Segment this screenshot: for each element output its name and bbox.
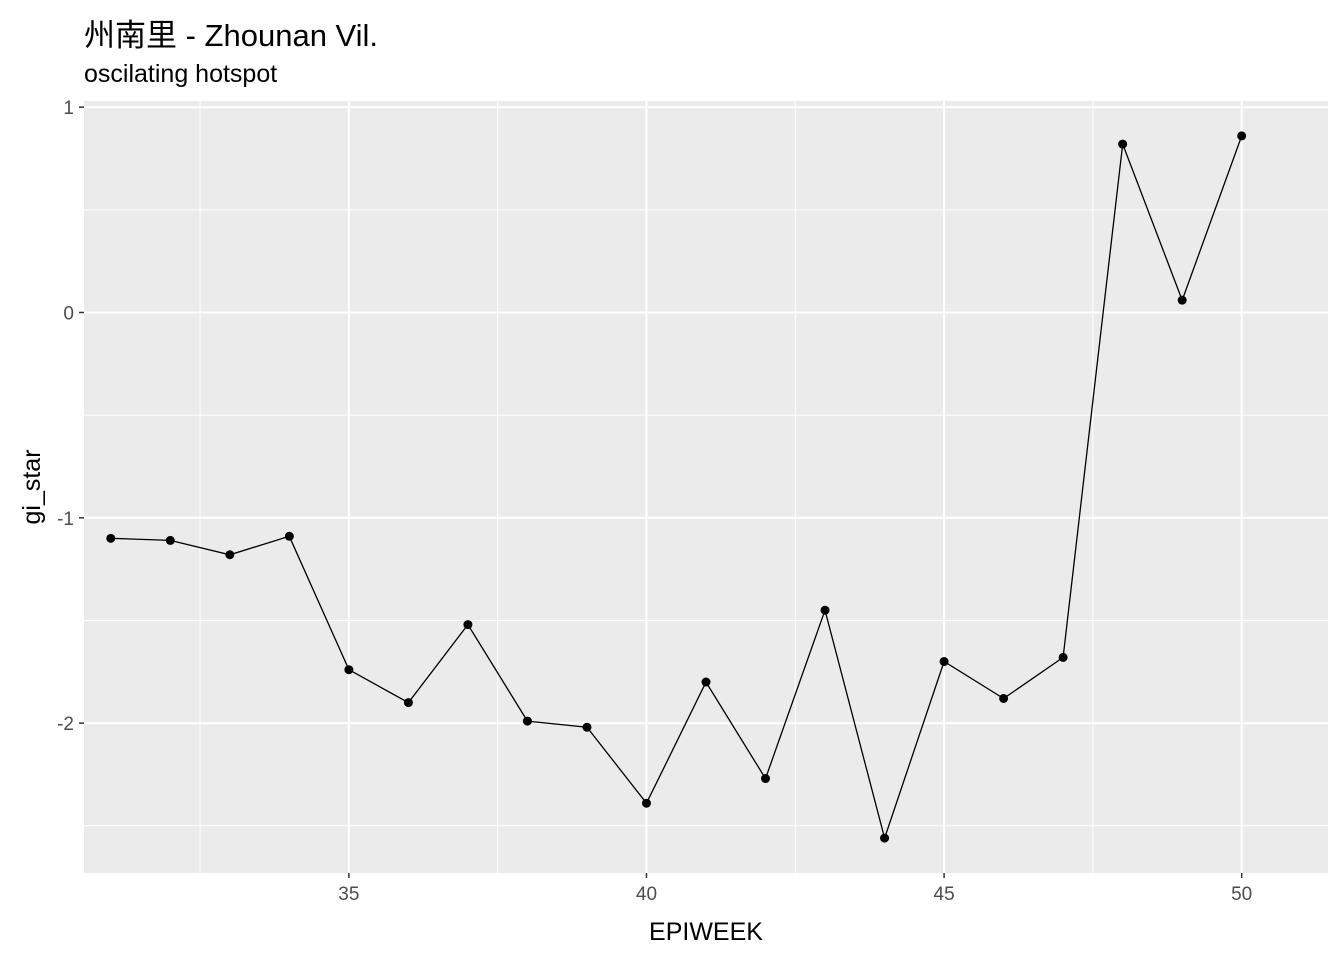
data-point: [880, 833, 890, 843]
y-tick-label: 1: [63, 98, 74, 119]
series-points: [106, 131, 1247, 843]
x-axis: 35 40 45 50: [338, 873, 1252, 905]
data-point: [522, 716, 532, 726]
data-point: [1118, 139, 1128, 149]
y-axis-title: gi_star: [18, 449, 46, 524]
chart-subtitle: oscilating hotspot: [84, 60, 278, 88]
data-point: [820, 605, 830, 615]
minor-grid: [84, 101, 1328, 873]
data-point: [939, 657, 949, 667]
x-axis-title: EPIWEEK: [649, 918, 763, 946]
data-point: [1237, 131, 1247, 141]
data-point: [284, 531, 294, 541]
data-point: [403, 698, 413, 708]
x-tick-label: 40: [636, 884, 657, 905]
x-tick-label: 50: [1231, 884, 1252, 905]
data-point: [225, 550, 235, 560]
data-point: [344, 665, 354, 675]
data-point: [641, 798, 651, 808]
series-line: [110, 135, 1243, 841]
major-grid: [84, 101, 1328, 873]
y-tick-label: 0: [63, 303, 74, 324]
data-point: [1058, 652, 1068, 662]
y-tick-label: -1: [57, 509, 74, 530]
gi-star-line: [110, 135, 1243, 841]
data-point: [1177, 295, 1187, 305]
data-point: [165, 535, 175, 545]
y-axis: 1 0 -1 -2: [57, 98, 84, 735]
chart-title: 州南里 - Zhounan Vil.: [84, 18, 379, 53]
x-tick-label: 45: [934, 884, 955, 905]
data-point: [463, 620, 473, 630]
x-tick-label: 35: [338, 884, 359, 905]
data-point: [761, 774, 771, 784]
y-tick-label: -2: [57, 714, 74, 735]
plot-panel: [84, 101, 1328, 873]
data-point: [999, 693, 1009, 703]
data-point: [701, 677, 711, 687]
data-point: [582, 722, 592, 732]
data-point: [106, 533, 116, 543]
